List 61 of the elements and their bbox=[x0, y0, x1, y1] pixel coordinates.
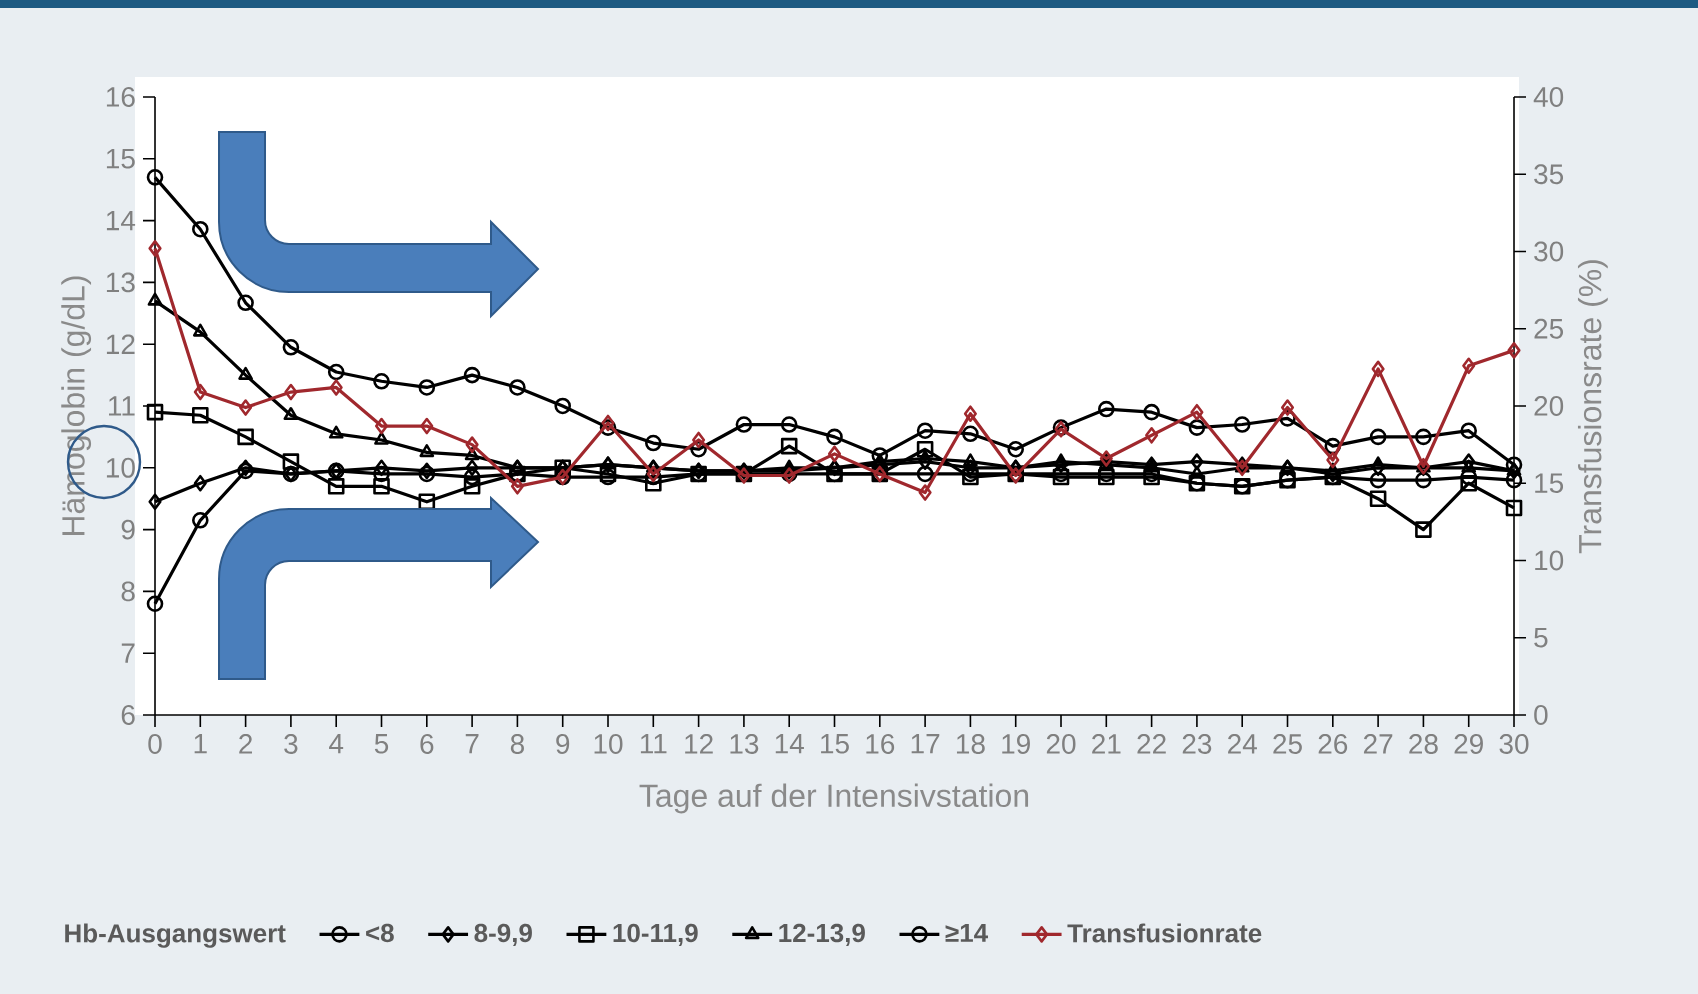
x-tick-label: 23 bbox=[1182, 734, 1212, 754]
x-tick-label: 16 bbox=[866, 734, 895, 754]
x-tick-label: 19 bbox=[1002, 734, 1030, 754]
y-tick-label: 6 bbox=[121, 705, 135, 725]
x-tick-label: 12 bbox=[685, 734, 713, 754]
x-tick-label: 3 bbox=[284, 734, 298, 754]
legend-title: Hb-Ausgangswert bbox=[65, 923, 286, 948]
y2-tick-label: 15 bbox=[1535, 473, 1564, 494]
x-tick-label: 1 bbox=[194, 734, 207, 754]
x-tick-label: 27 bbox=[1363, 734, 1393, 754]
x-tick-label: 28 bbox=[1409, 734, 1438, 754]
y2-tick-label: 20 bbox=[1534, 396, 1564, 416]
x-tick-label: 11 bbox=[640, 734, 667, 754]
x-tick-label: 21 bbox=[1092, 734, 1121, 754]
y2-axis-title: Transfusionsrate (%) bbox=[1577, 260, 1608, 554]
y2-tick-label: 5 bbox=[1534, 627, 1548, 648]
x-tick-label: 17 bbox=[911, 734, 940, 754]
x-axis-title: Tage auf der Intensivstation bbox=[639, 783, 1029, 814]
y2-tick-label: 10 bbox=[1535, 550, 1564, 571]
y-tick-label: 16 bbox=[106, 87, 135, 107]
x-tick-label: 10 bbox=[594, 734, 623, 754]
y-axis-title: Hämoglobin (g/dL) bbox=[61, 276, 92, 535]
x-tick-label: 29 bbox=[1454, 734, 1483, 754]
y-tick-label: 7 bbox=[121, 643, 135, 663]
x-tick-label: 24 bbox=[1228, 734, 1257, 754]
legend-label: <8 bbox=[366, 923, 394, 943]
x-tick-label: 22 bbox=[1137, 734, 1166, 754]
x-tick-label: 26 bbox=[1318, 734, 1348, 754]
x-tick-label: 2 bbox=[239, 734, 252, 754]
y-tick-label: 8 bbox=[121, 581, 135, 602]
x-tick-label: 18 bbox=[956, 734, 985, 754]
x-tick-label: 25 bbox=[1273, 734, 1302, 754]
x-tick-label: 5 bbox=[374, 734, 389, 754]
x-tick-label: 13 bbox=[730, 734, 759, 754]
y-tick-label: 13 bbox=[106, 272, 135, 293]
legend-label: 8-9,9 bbox=[474, 923, 532, 946]
y-tick-label: 14 bbox=[106, 210, 136, 231]
x-tick-label: 0 bbox=[148, 734, 162, 754]
legend-label: 12-13,9 bbox=[779, 923, 865, 946]
y2-tick-label: 30 bbox=[1534, 241, 1564, 262]
legend-label: Transfusionrate bbox=[1067, 923, 1262, 943]
x-tick-label: 30 bbox=[1499, 734, 1529, 754]
y-tick-label: 15 bbox=[106, 149, 135, 169]
x-tick-label: 7 bbox=[465, 734, 479, 754]
y-tick-label: 12 bbox=[106, 334, 135, 354]
legend-label: ≥14 bbox=[945, 923, 988, 942]
y2-tick-label: 25 bbox=[1534, 318, 1564, 339]
y-tick-label: 11 bbox=[109, 396, 135, 416]
y2-tick-label: 40 bbox=[1533, 87, 1564, 107]
x-tick-label: 15 bbox=[821, 734, 849, 754]
x-tick-label: 4 bbox=[329, 734, 344, 754]
x-tick-label: 6 bbox=[420, 734, 434, 754]
x-tick-label: 8 bbox=[510, 734, 524, 754]
y2-tick-label: 35 bbox=[1534, 164, 1564, 185]
y2-tick-label: 0 bbox=[1534, 705, 1548, 725]
x-tick-label: 9 bbox=[556, 734, 570, 754]
y-tick-label: 9 bbox=[121, 519, 135, 540]
legend-label: 10-11,9 bbox=[613, 923, 698, 946]
y-tick-label: 10 bbox=[106, 457, 135, 478]
x-tick-label: 20 bbox=[1046, 734, 1076, 754]
x-tick-label: 14 bbox=[775, 734, 804, 754]
